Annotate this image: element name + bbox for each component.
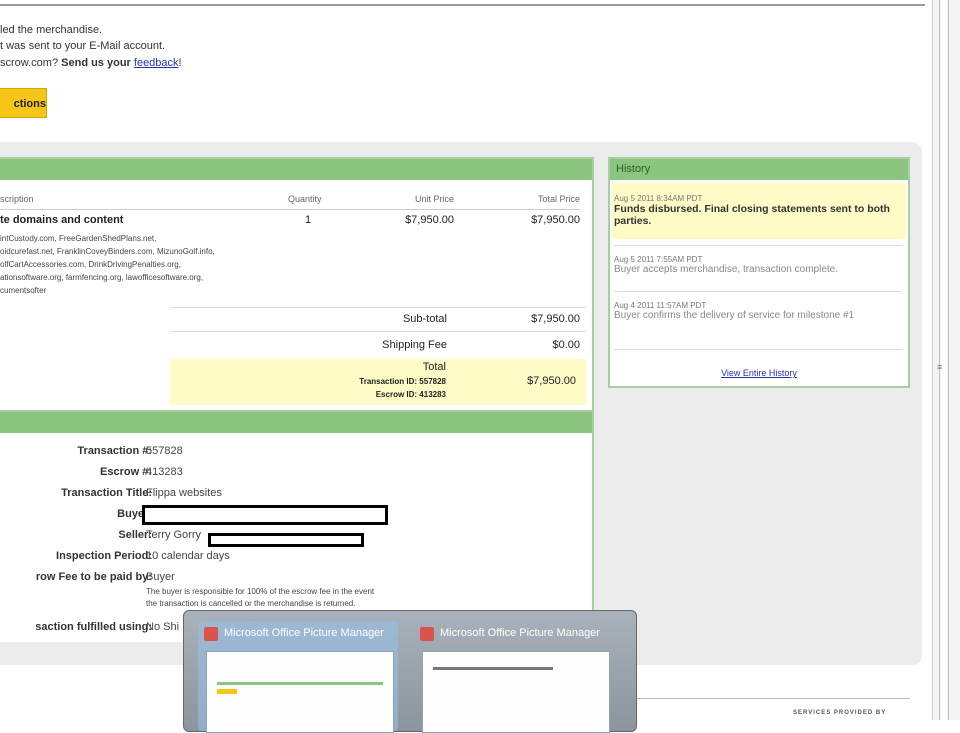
divider bbox=[170, 307, 586, 308]
preview-title: Microsoft Office Picture Manager bbox=[224, 627, 384, 639]
detail-line: intCustody.com, FreeGardenShedPlans.net, bbox=[0, 234, 157, 243]
picture-manager-icon bbox=[420, 627, 434, 641]
details-box: Transaction #: 557828 Escrow #: 413283 Tra… bbox=[0, 410, 594, 642]
view-entire-history-link[interactable]: View Entire History bbox=[721, 368, 797, 378]
details-header bbox=[0, 412, 592, 433]
item-unit-price: $7,950.00 bbox=[405, 214, 454, 226]
transactions-button[interactable]: ctions bbox=[0, 88, 47, 118]
preview-thumbnail bbox=[422, 651, 610, 733]
top-divider bbox=[0, 4, 925, 6]
history-text: Buyer accepts merchandise, transaction c… bbox=[614, 264, 838, 275]
detail-line: oidcurefast.net, FranklinCoveyBinders.co… bbox=[0, 247, 215, 256]
detail-line: olfCartAccessories.com, DrinkDrivingPena… bbox=[0, 260, 181, 269]
seller-redaction bbox=[208, 533, 364, 547]
detail-label: Seller: bbox=[118, 529, 152, 541]
detail-line: ationsoftware.org, farmfencing.org, lawo… bbox=[0, 273, 204, 282]
item-details: intCustody.com, FreeGardenShedPlans.net,… bbox=[0, 232, 215, 297]
history-highlight bbox=[612, 183, 906, 239]
escrow-number: 413283 bbox=[146, 466, 183, 478]
taskbar-preview-popup: Microsoft Office Picture Manager Microso… bbox=[183, 610, 637, 733]
message-text: scrow.com? bbox=[0, 57, 59, 69]
divider bbox=[614, 245, 902, 246]
preview-title: Microsoft Office Picture Manager bbox=[440, 627, 600, 639]
detail-label: row Fee to be paid by: bbox=[35, 571, 152, 583]
subtotal-value: $7,950.00 bbox=[531, 313, 580, 325]
fee-payer: Buyer bbox=[146, 571, 175, 583]
taskbar-preview[interactable]: Microsoft Office Picture Manager bbox=[414, 621, 614, 733]
preview-thumbnail bbox=[206, 651, 394, 733]
transaction-id: 557828 bbox=[419, 377, 446, 386]
message-line: scrow.com? Send us your feedback! bbox=[0, 57, 182, 69]
fee-note-line: The buyer is responsible for 100% of the… bbox=[146, 587, 375, 596]
detail-label: Inspection Period: bbox=[56, 550, 152, 562]
history-text: Buyer confirms the delivery of service f… bbox=[614, 310, 855, 321]
history-text: Funds disbursed. Final closing statement… bbox=[614, 203, 890, 227]
history-date: Aug 4 2011 11:57AM PDT bbox=[614, 301, 707, 310]
divider bbox=[614, 291, 902, 292]
detail-label: saction fulfilled using: bbox=[35, 621, 152, 633]
total-label: Total bbox=[422, 361, 446, 373]
fee-note: The buyer is responsible for 100% of the… bbox=[146, 586, 374, 610]
escrow-id: 413283 bbox=[419, 390, 446, 399]
escrow-id-label: Escrow ID: bbox=[375, 390, 418, 399]
feedback-link[interactable]: feedback bbox=[133, 57, 179, 69]
item-total-price: $7,950.00 bbox=[531, 214, 580, 226]
item-quantity: 1 bbox=[305, 214, 312, 226]
inspection-period: 10 calendar days bbox=[146, 550, 230, 562]
subtotal-label: Sub-total bbox=[402, 313, 447, 325]
message-bold: Send us your bbox=[61, 57, 131, 69]
transaction-title: Flippa websites bbox=[146, 487, 222, 499]
detail-label: Transaction Title: bbox=[61, 487, 152, 499]
detail-label: Transaction #: bbox=[77, 445, 152, 457]
items-box: scription Quantity Unit Price Total Pric… bbox=[0, 157, 594, 412]
shipping-value: $0.00 bbox=[552, 339, 580, 351]
history-box: History Aug 5 2011 8:34AM PDT Funds disbu… bbox=[608, 157, 910, 388]
column-header-quantity: Quantity bbox=[288, 194, 322, 204]
total-row: Total Transaction ID: 557828 Escrow ID: … bbox=[170, 359, 586, 405]
message-text: ! bbox=[178, 57, 182, 69]
shipping-label: Shipping Fee bbox=[382, 339, 447, 351]
history-date: Aug 5 2011 8:34AM PDT bbox=[614, 194, 703, 203]
details-list: Transaction #: 557828 Escrow #: 413283 Tra… bbox=[0, 445, 590, 645]
history-item: Aug 4 2011 11:57AM PDT Buyer confirms the… bbox=[614, 301, 904, 321]
grip-icon: ≡ bbox=[937, 362, 943, 372]
transaction-id-label: Transaction ID: bbox=[359, 377, 418, 386]
detail-label: Escrow #: bbox=[100, 466, 152, 478]
history-date: Aug 5 2011 7:55AM PDT bbox=[614, 255, 703, 264]
message-line: led the merchandise. bbox=[0, 24, 103, 36]
taskbar-preview[interactable]: Microsoft Office Picture Manager bbox=[198, 621, 398, 733]
column-header-unit-price: Unit Price bbox=[414, 194, 454, 204]
divider bbox=[0, 209, 580, 210]
scrollbar[interactable]: ≡ bbox=[932, 0, 960, 720]
picture-manager-icon bbox=[204, 627, 218, 641]
divider bbox=[614, 349, 902, 350]
divider bbox=[170, 331, 586, 332]
seller-name: Terry Gorry bbox=[146, 529, 201, 541]
column-header-total-price: Total Price bbox=[537, 194, 580, 204]
message-line: t was sent to your E-Mail account. bbox=[0, 40, 166, 52]
history-title: History bbox=[610, 159, 908, 180]
transaction-number: 557828 bbox=[146, 445, 183, 457]
detail-label: Buyer: bbox=[117, 508, 152, 520]
item-title: te domains and content bbox=[0, 214, 124, 226]
total-value: $7,950.00 bbox=[527, 375, 576, 387]
fee-note-line: the transaction is cancelled or the merc… bbox=[146, 599, 356, 608]
footer-text: SERVICES PROVIDED BY bbox=[793, 710, 887, 716]
history-item: Aug 5 2011 7:55AM PDT Buyer accepts merch… bbox=[614, 255, 904, 275]
history-item: Aug 5 2011 8:34AM PDT Funds disbursed. Fi… bbox=[614, 194, 904, 227]
detail-line: cumentsofter bbox=[0, 286, 47, 295]
buyer-redaction bbox=[142, 505, 388, 525]
fulfillment-method: No Shi bbox=[146, 621, 180, 633]
scrollbar-thumb[interactable] bbox=[939, 0, 949, 720]
column-header-description: scription bbox=[0, 194, 34, 204]
items-header bbox=[0, 159, 592, 180]
